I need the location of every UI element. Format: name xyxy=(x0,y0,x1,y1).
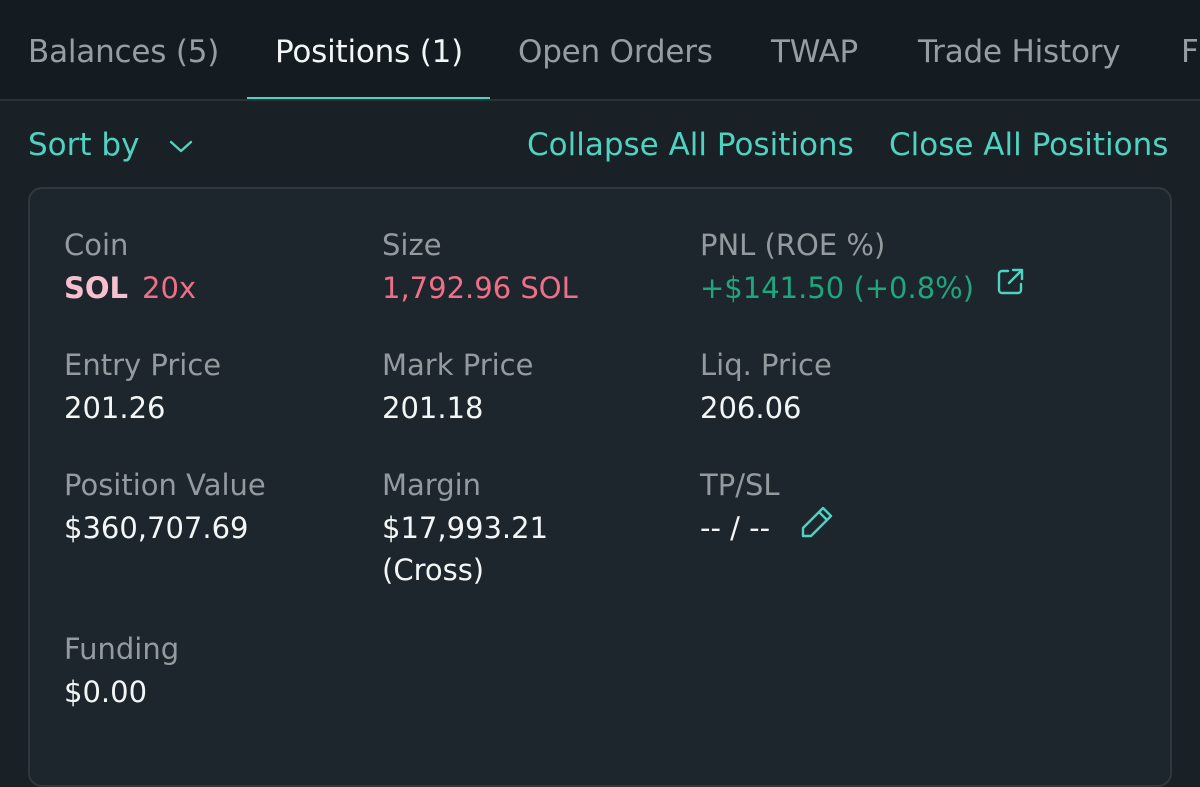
chevron-down-icon xyxy=(169,126,193,162)
mark-price-label: Mark Price xyxy=(382,348,534,382)
tpsl-value: -- / -- xyxy=(700,511,771,545)
tab-positions[interactable]: Positions (1) xyxy=(275,34,464,70)
tpsl-row: -- / -- xyxy=(700,504,835,551)
coin-value: SOL 20x xyxy=(64,267,196,309)
tab-balances[interactable]: Balances (5) xyxy=(28,34,220,70)
tpsl-label: TP/SL xyxy=(700,468,780,502)
coin-field: Coin SOL 20x xyxy=(64,225,196,309)
margin-label: Margin xyxy=(382,468,482,502)
entry-price-value: 201.26 xyxy=(64,391,166,425)
position-card: Coin SOL 20x Size 1,792.96 SOL PNL (ROE %… xyxy=(28,187,1172,787)
entry-price-field: Entry Price 201.26 xyxy=(64,345,221,429)
liq-price-label: Liq. Price xyxy=(700,348,832,382)
coin-symbol[interactable]: SOL xyxy=(64,271,129,305)
tab-trade-history[interactable]: Trade History xyxy=(918,34,1121,70)
size-value: 1,792.96 SOL xyxy=(382,271,578,305)
margin-value: $17,993.21 xyxy=(382,511,549,545)
position-value-field: Position Value $360,707.69 xyxy=(64,465,266,549)
tab-twap[interactable]: TWAP xyxy=(771,34,858,70)
tab-funding-history[interactable]: F xyxy=(1181,34,1199,70)
size-label: Size xyxy=(382,228,442,262)
funding-value: $0.00 xyxy=(64,675,148,709)
tpsl-field: TP/SL -- / -- xyxy=(700,465,835,551)
collapse-all-positions-button[interactable]: Collapse All Positions xyxy=(527,127,854,163)
active-tab-indicator xyxy=(247,97,490,99)
coin-label: Coin xyxy=(64,228,129,262)
pencil-icon[interactable] xyxy=(799,504,835,551)
position-value-value: $360,707.69 xyxy=(64,511,249,545)
positions-toolbar: Sort by Collapse All Positions Close All… xyxy=(0,101,1200,187)
sort-by-dropdown[interactable]: Sort by xyxy=(28,127,193,163)
external-link-icon[interactable] xyxy=(995,266,1025,308)
sort-by-label: Sort by xyxy=(28,127,140,163)
funding-field: Funding $0.00 xyxy=(64,629,179,713)
margin-mode: (Cross) xyxy=(382,553,485,587)
margin-field: Margin $17,993.21 (Cross) xyxy=(382,465,548,591)
position-value-label: Position Value xyxy=(64,468,266,502)
mark-price-value: 201.18 xyxy=(382,391,484,425)
funding-label: Funding xyxy=(64,632,180,666)
size-field: Size 1,792.96 SOL xyxy=(382,225,578,309)
pnl-value: +$141.50 (+0.8%) xyxy=(700,271,975,305)
entry-price-label: Entry Price xyxy=(64,348,222,382)
tabs-bar: Balances (5) Positions (1) Open Orders T… xyxy=(0,0,1200,101)
pnl-row: +$141.50 (+0.8%) xyxy=(700,267,1025,309)
close-all-positions-button[interactable]: Close All Positions xyxy=(889,127,1169,163)
liq-price-value: 206.06 xyxy=(700,391,802,425)
liq-price-field: Liq. Price 206.06 xyxy=(700,345,832,429)
tab-open-orders[interactable]: Open Orders xyxy=(518,34,713,70)
pnl-label: PNL (ROE %) xyxy=(700,228,886,262)
leverage-badge: 20x xyxy=(142,271,197,305)
pnl-field: PNL (ROE %) +$141.50 (+0.8%) xyxy=(700,225,1025,309)
mark-price-field: Mark Price 201.18 xyxy=(382,345,533,429)
